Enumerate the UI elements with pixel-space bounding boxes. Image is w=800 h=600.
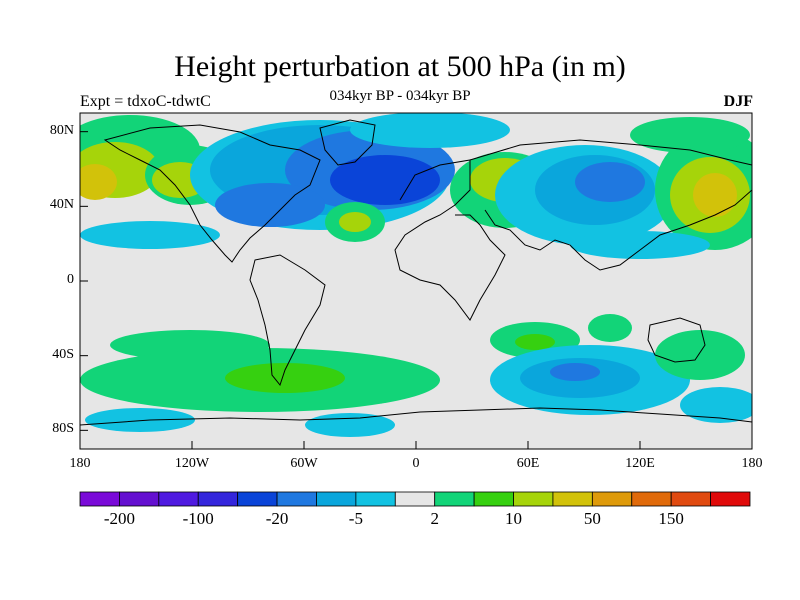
colorbar-tick-label: 50 [583, 509, 601, 528]
lon-tick-label: 180 [69, 456, 91, 471]
experiment-label: Expt = tdxoC-tdwtC [80, 93, 211, 110]
lon-tick-label: 60W [290, 456, 318, 471]
field-region [85, 408, 195, 432]
lon-tick-label: 0 [412, 456, 420, 471]
field-region [693, 173, 737, 217]
lat-tick-label: 40S [52, 346, 74, 362]
colorbar-tick-label: -100 [182, 509, 214, 528]
coastline-south-america [249, 254, 326, 387]
coastline-antarctica [80, 407, 752, 426]
field-region [225, 363, 345, 393]
colorbar [79, 491, 751, 507]
season-label: DJF [723, 93, 753, 110]
field-region [305, 413, 395, 437]
colorbar-swatch [631, 491, 672, 507]
field-region [570, 231, 710, 259]
field-region [215, 183, 325, 227]
colorbar-swatch [434, 491, 475, 507]
chart-subtitle: 034kyr BP - 034kyr BP [329, 88, 471, 104]
colorbar-tick-label: 150 [658, 509, 684, 528]
colorbar-swatch [316, 491, 357, 507]
map-field [80, 113, 752, 449]
lon-tick-label: 60E [516, 456, 540, 471]
coastline-europe-africa [394, 159, 506, 321]
colorbar-swatch [158, 491, 199, 507]
lat-tick-label: 80N [49, 122, 74, 138]
lat-tick-label: 80S [52, 421, 74, 437]
latitude-ticks [80, 131, 88, 431]
colorbar-swatch [513, 491, 554, 507]
colorbar-swatch [276, 491, 317, 507]
lat-tick-label: 40N [49, 197, 74, 213]
field-region [339, 212, 371, 232]
field-region [655, 330, 745, 380]
field-region [515, 334, 555, 350]
colorbar-swatch [79, 491, 120, 507]
longitude-ticks [79, 441, 753, 449]
coastlines [80, 119, 752, 426]
field-region [330, 155, 440, 205]
height-perturbation-shading [80, 113, 752, 437]
field-region [588, 314, 632, 342]
colorbar-swatch [710, 491, 751, 507]
colorbar-tick-label: -20 [265, 509, 289, 528]
colorbar-tick-label: -5 [348, 509, 363, 528]
colorbar-swatch [237, 491, 278, 507]
field-region [350, 113, 510, 148]
colorbar-swatch [473, 491, 514, 507]
lon-tick-label: 180 [741, 456, 763, 471]
coastline-north-america [103, 124, 321, 263]
colorbar-swatch [591, 491, 633, 507]
colorbar-tick-label: 10 [505, 509, 523, 528]
field-region [680, 387, 752, 423]
chart-title: Height perturbation at 500 hPa (in m) [174, 50, 626, 83]
coastline-australia [647, 317, 706, 363]
colorbar-swatch [394, 491, 436, 507]
field-region [575, 162, 645, 202]
colorbar-tick-label: -200 [103, 509, 135, 528]
colorbar-swatch [552, 491, 593, 507]
coastline-asia [469, 139, 752, 271]
colorbar-tick-label: 2 [430, 509, 439, 528]
field-region [80, 164, 117, 200]
colorbar-swatch [119, 491, 160, 507]
colorbar-swatch [197, 491, 239, 507]
lat-tick-label: 0 [67, 272, 74, 287]
colorbar-swatch [670, 491, 711, 507]
colorbar-swatch [355, 491, 396, 507]
field-region [550, 363, 600, 381]
field-region [80, 221, 220, 249]
lon-tick-label: 120W [174, 456, 210, 471]
lon-tick-label: 120E [625, 456, 655, 471]
coastline-greenland [319, 119, 376, 166]
field-region [630, 117, 750, 153]
